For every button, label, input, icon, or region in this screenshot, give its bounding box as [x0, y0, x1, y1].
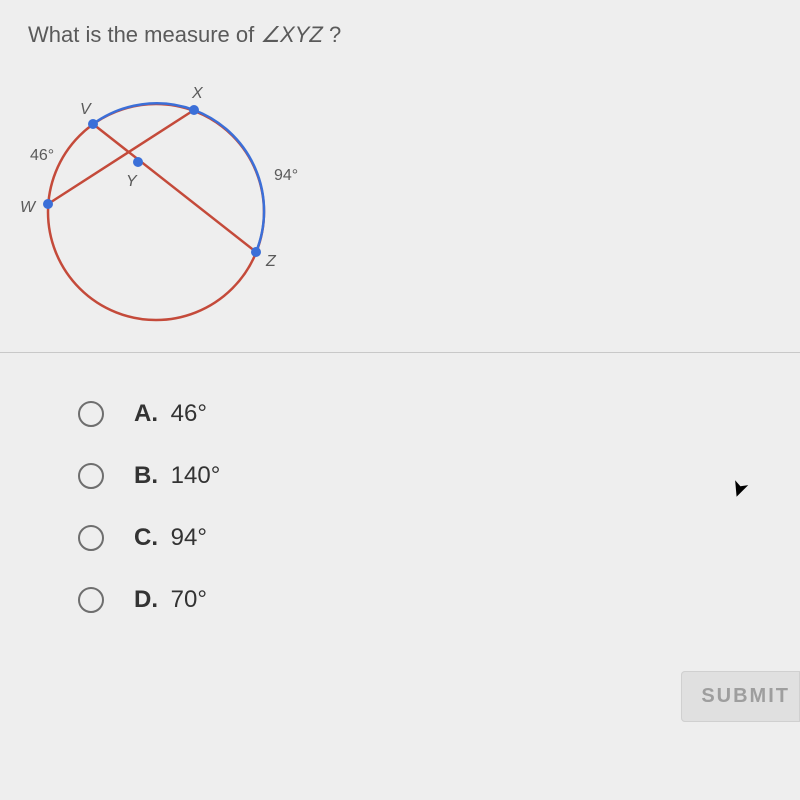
- label-y: Y: [126, 173, 138, 190]
- option-text: 94°: [171, 524, 207, 551]
- question-prompt: What is the measure of ∠XYZ ?: [28, 22, 341, 48]
- option-letter: A.: [134, 400, 158, 427]
- diagram-svg: V X W Z Y 46° 94°: [6, 62, 316, 342]
- answer-options: A. 46° B. 140° C. 94° D. 70°: [78, 400, 220, 648]
- submit-button[interactable]: SUBMIT: [681, 671, 800, 722]
- option-label: D. 70°: [134, 586, 207, 614]
- option-label: B. 140°: [134, 462, 220, 490]
- radio-icon[interactable]: [78, 525, 104, 551]
- option-label: C. 94°: [134, 524, 207, 552]
- section-divider: [0, 352, 800, 353]
- label-x: X: [191, 85, 204, 102]
- label-z: Z: [265, 253, 277, 270]
- arc-label-46: 46°: [30, 147, 54, 164]
- question-prefix: What is the measure of: [28, 22, 260, 47]
- point-x: [189, 105, 199, 115]
- option-letter: C.: [134, 524, 158, 551]
- option-a[interactable]: A. 46°: [78, 400, 220, 428]
- point-z: [251, 247, 261, 257]
- chord-wx: [48, 110, 194, 204]
- chord-vz: [93, 124, 256, 252]
- label-v: V: [80, 101, 92, 118]
- radio-icon[interactable]: [78, 463, 104, 489]
- radio-icon[interactable]: [78, 401, 104, 427]
- point-v: [88, 119, 98, 129]
- question-angle: ∠XYZ: [260, 22, 323, 47]
- option-letter: B.: [134, 462, 158, 489]
- option-d[interactable]: D. 70°: [78, 586, 220, 614]
- question-suffix: ?: [329, 22, 341, 47]
- label-w: W: [20, 199, 37, 216]
- option-letter: D.: [134, 586, 158, 613]
- point-y: [133, 157, 143, 167]
- radio-icon[interactable]: [78, 587, 104, 613]
- option-text: 140°: [171, 462, 221, 489]
- geometry-diagram: V X W Z Y 46° 94°: [6, 62, 316, 342]
- option-label: A. 46°: [134, 400, 207, 428]
- point-w: [43, 199, 53, 209]
- circle-outline: [48, 104, 264, 320]
- arc-label-94: 94°: [274, 167, 298, 184]
- option-text: 70°: [171, 586, 207, 613]
- cursor-icon: ➤: [723, 476, 754, 502]
- option-text: 46°: [171, 400, 207, 427]
- option-c[interactable]: C. 94°: [78, 524, 220, 552]
- option-b[interactable]: B. 140°: [78, 462, 220, 490]
